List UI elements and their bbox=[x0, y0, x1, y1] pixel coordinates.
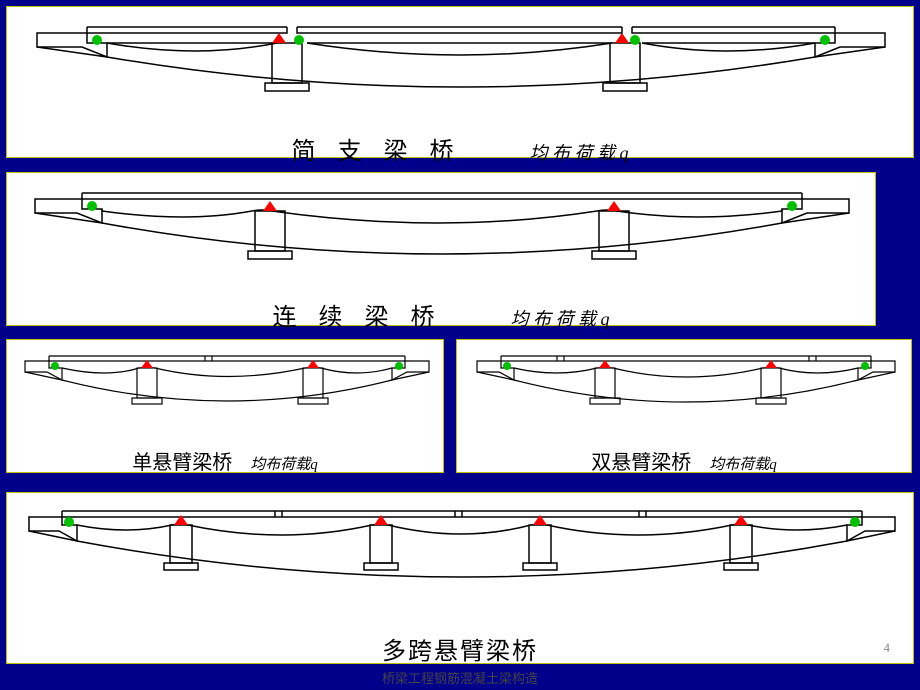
panel-simply-supported: 简 支 梁 桥 均 布 荷 载 q bbox=[6, 6, 914, 158]
pin-bearing-icon bbox=[395, 362, 403, 370]
panel-title: 连 续 梁 桥 bbox=[273, 305, 443, 331]
pin-bearing-icon bbox=[861, 362, 869, 370]
roller-bearing-icon bbox=[263, 201, 277, 211]
pin-bearing-icon bbox=[630, 35, 640, 45]
pin-bearing-icon bbox=[820, 35, 830, 45]
panel-single-cantilever: 单悬臂梁桥 均布荷载q bbox=[6, 339, 444, 473]
bridge-diagram-3 bbox=[7, 340, 445, 440]
roller-bearing-icon bbox=[272, 33, 286, 43]
panel-double-cantilever: 双悬臂梁桥 均布荷载q bbox=[456, 339, 912, 473]
panel-title: 多跨悬臂梁桥 bbox=[382, 639, 538, 665]
panel-title: 单悬臂梁桥 bbox=[132, 452, 232, 474]
footer-text: 桥梁工程钢筋混凝土梁构造 bbox=[0, 668, 920, 687]
panel-title: 双悬臂梁桥 bbox=[591, 452, 691, 474]
panel-subtitle: 均 布 荷 载 q bbox=[530, 143, 629, 163]
pin-bearing-icon bbox=[787, 201, 797, 211]
pin-bearing-icon bbox=[294, 35, 304, 45]
bridge-diagram-5 bbox=[7, 493, 915, 623]
panel-subtitle: 均布荷载q bbox=[250, 457, 318, 473]
bridge-diagram-1 bbox=[7, 7, 915, 127]
panel-continuous: 连 续 梁 桥 均 布 荷 载 q bbox=[6, 172, 876, 326]
panel-multispan-cantilever: 多跨悬臂梁桥 bbox=[6, 492, 914, 664]
pin-bearing-icon bbox=[64, 517, 74, 527]
roller-bearing-icon bbox=[615, 33, 629, 43]
roller-bearing-icon bbox=[607, 201, 621, 211]
panel-subtitle: 均布荷载q bbox=[709, 457, 777, 473]
panel-title: 简 支 梁 桥 bbox=[292, 139, 462, 165]
pin-bearing-icon bbox=[503, 362, 511, 370]
pin-bearing-icon bbox=[51, 362, 59, 370]
pin-bearing-icon bbox=[850, 517, 860, 527]
pin-bearing-icon bbox=[87, 201, 97, 211]
bridge-diagram-2 bbox=[7, 173, 877, 293]
page-number: 4 bbox=[884, 640, 891, 656]
panel-subtitle: 均 布 荷 载 q bbox=[511, 309, 610, 329]
bridge-diagram-4 bbox=[457, 340, 913, 440]
pin-bearing-icon bbox=[92, 35, 102, 45]
